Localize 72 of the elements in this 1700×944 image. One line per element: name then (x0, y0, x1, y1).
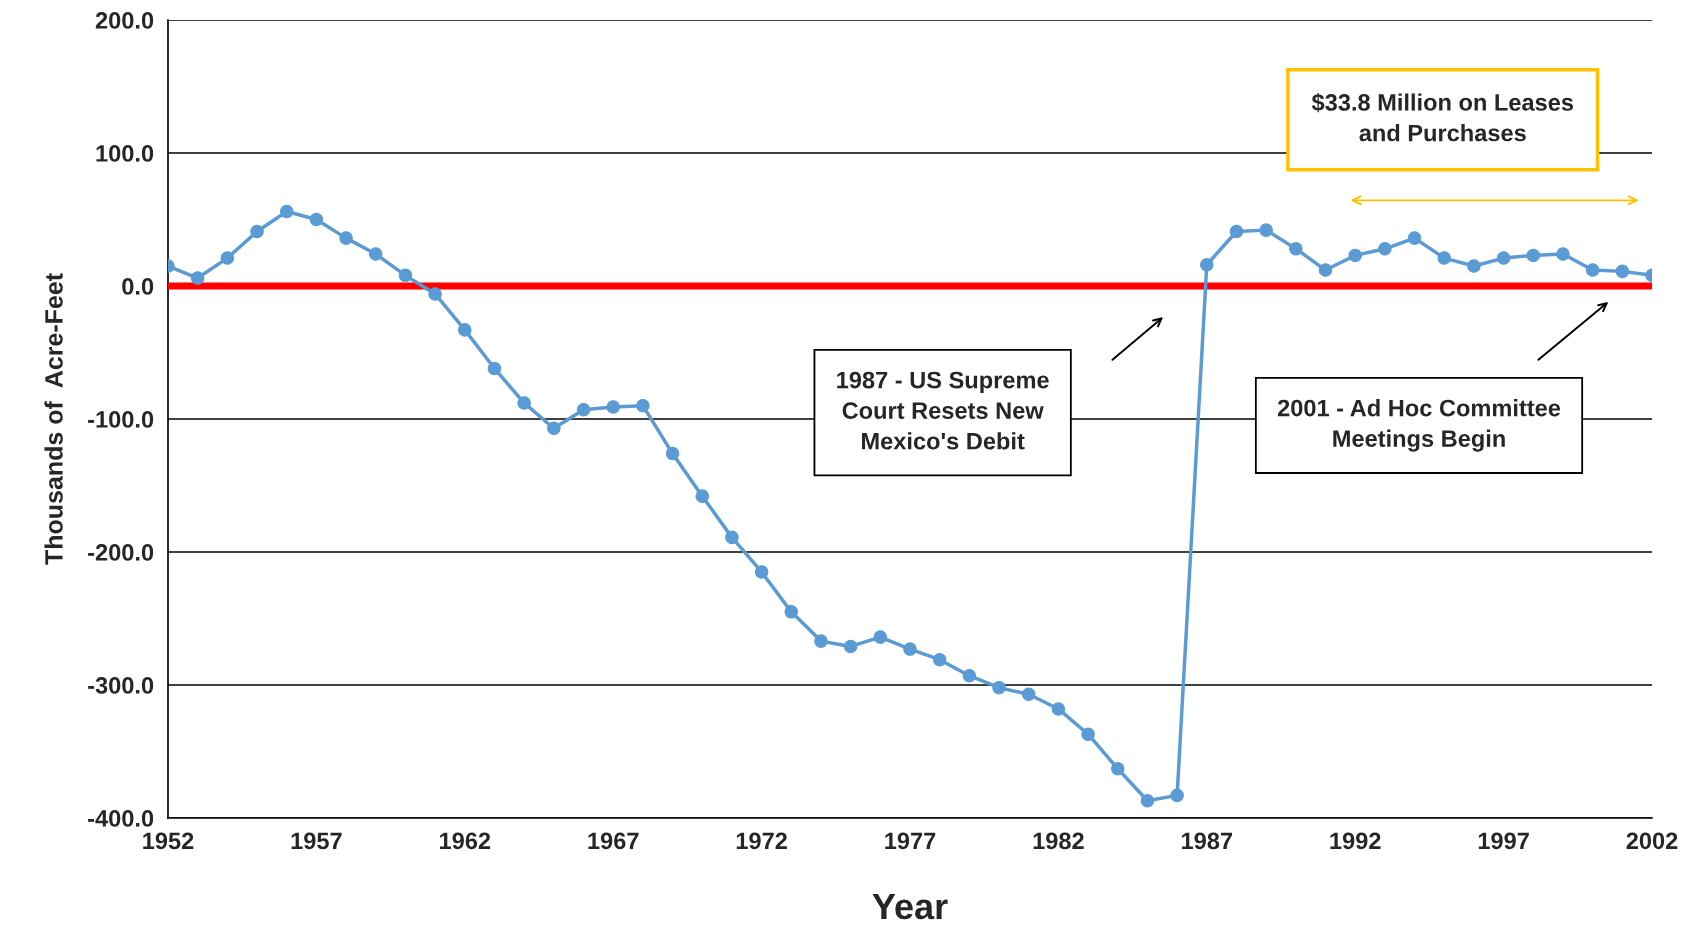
x-tick-label: 1957 (291, 832, 342, 850)
y-tick-label: -400.0 (88, 810, 154, 827)
y-tick-label: 100.0 (96, 145, 154, 162)
point (517, 396, 531, 410)
point (368, 247, 383, 261)
x-tick-label: 1997 (1478, 832, 1529, 850)
point (547, 421, 561, 436)
point (784, 605, 799, 619)
point (695, 489, 710, 503)
point (398, 268, 413, 283)
point (1110, 762, 1125, 776)
y-tick-label: -200.0 (88, 544, 154, 561)
point (1348, 248, 1362, 263)
point (458, 323, 472, 337)
point (1200, 257, 1214, 272)
point (1526, 248, 1541, 263)
y-axis-title: Thousands of Acre-Feet (44, 273, 63, 565)
point (1229, 224, 1244, 239)
point (1437, 251, 1452, 265)
x-tick-label: 1972 (736, 832, 787, 850)
point (903, 642, 917, 656)
point (1378, 241, 1392, 256)
point (814, 634, 828, 648)
point (1318, 263, 1333, 277)
point (339, 231, 353, 245)
y-tick-label: -300.0 (88, 677, 154, 694)
point (1170, 788, 1184, 803)
point (1556, 247, 1570, 261)
point (606, 400, 620, 414)
x-tick-label: 1977 (885, 832, 936, 850)
x-axis-title: Year (872, 894, 948, 920)
x-tick-label: 1987 (1182, 832, 1233, 850)
point (487, 361, 502, 376)
point (843, 639, 858, 654)
annotation: $33.8 Million on Leases and Purchases (1311, 93, 1574, 142)
point (428, 287, 442, 301)
point (1081, 727, 1095, 741)
x-tick-label: 1992 (1330, 832, 1381, 850)
point (279, 204, 294, 219)
point (190, 271, 205, 285)
point (962, 668, 977, 683)
point (725, 530, 739, 545)
point (1407, 231, 1422, 245)
point (665, 446, 680, 461)
point (1259, 223, 1273, 237)
x-tick-label: 1952 (143, 832, 194, 850)
point (932, 652, 947, 667)
annotation: 1987 - US Supreme Court Resets New Mexico's Debit (837, 371, 1049, 450)
point (309, 212, 324, 227)
y-tick-label: -100.0 (88, 411, 154, 428)
point (873, 630, 888, 644)
x-tick-label: 1982 (1033, 832, 1084, 850)
point (1021, 687, 1036, 702)
y-tick-label: 0.0 (122, 278, 154, 295)
x-tick-label: 1962 (440, 832, 491, 850)
x-tick-label: 2002 (1626, 832, 1678, 850)
point (576, 402, 591, 417)
annotation: 2001 - Ad Hoc Committee Meetings Begin (1277, 399, 1561, 452)
point (1140, 793, 1155, 808)
point (1051, 702, 1066, 716)
point (1615, 264, 1630, 279)
point (250, 224, 264, 239)
point (1289, 241, 1303, 256)
point (1496, 251, 1511, 265)
point (754, 565, 769, 579)
x-tick-label: 1967 (588, 832, 639, 850)
point (1585, 263, 1600, 277)
point (1467, 259, 1481, 273)
y-tick-label: 200.0 (95, 12, 154, 29)
point (636, 398, 650, 413)
point (220, 251, 235, 265)
point (992, 680, 1006, 695)
